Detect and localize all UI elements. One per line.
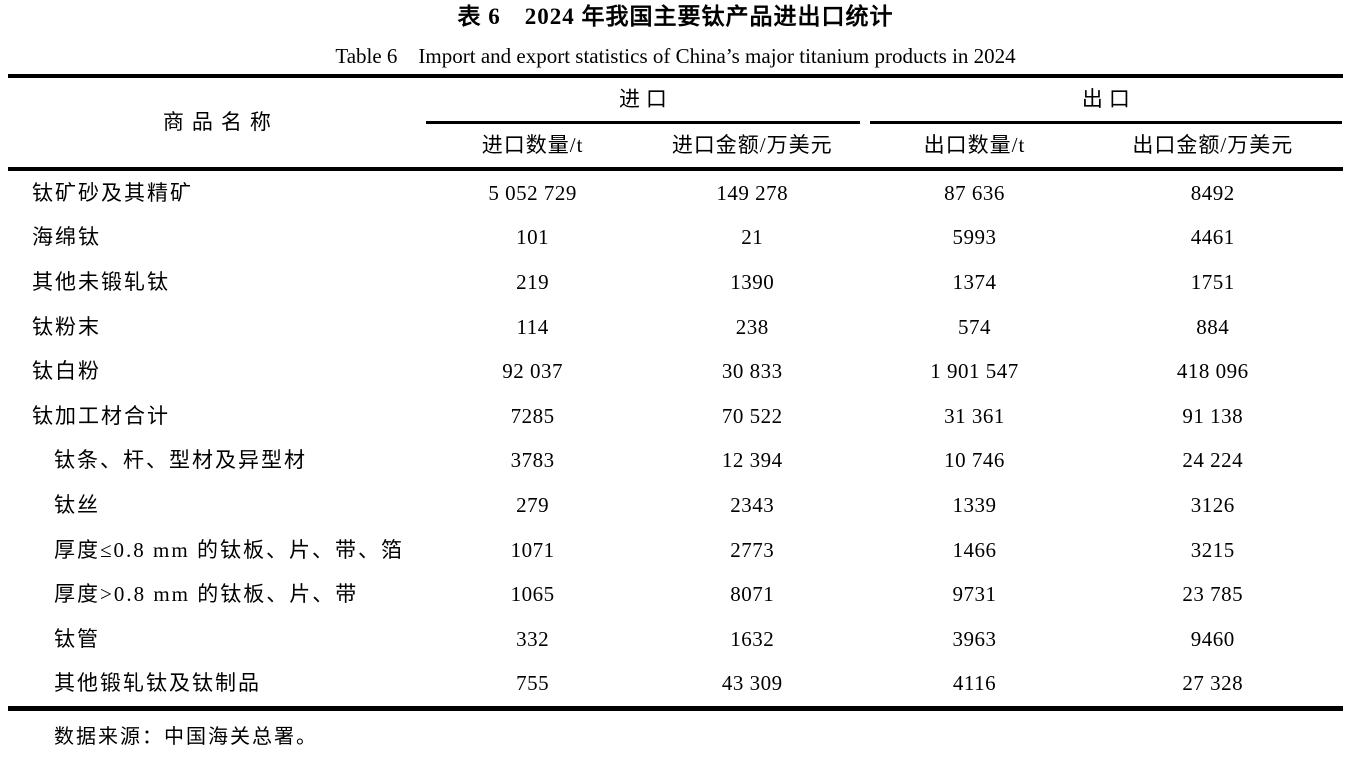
value-cell: 238 bbox=[735, 314, 769, 339]
product-name-cell: 其他锻轧钛及钛制品 bbox=[54, 671, 261, 696]
data-source-note: 数据来源：中国海关总署。 bbox=[54, 726, 318, 749]
value-cell: 5 052 729 bbox=[488, 180, 577, 205]
value-cell: 4116 bbox=[952, 671, 997, 696]
value-cell: 3963 bbox=[952, 626, 997, 651]
value-cell: 10 746 bbox=[944, 448, 1005, 473]
product-name-cell: 其他未锻轧钛 bbox=[32, 269, 170, 294]
product-name-cell: 厚度>0.8 mm 的钛板、片、带 bbox=[54, 582, 359, 607]
value-cell: 12 394 bbox=[721, 448, 783, 473]
value-cell: 87 636 bbox=[944, 180, 1005, 205]
value-cell: 1466 bbox=[952, 537, 997, 562]
header-import-value: 进口金额/万美元 bbox=[671, 133, 833, 157]
value-cell: 1390 bbox=[730, 269, 775, 294]
value-cell: 1071 bbox=[510, 537, 555, 562]
table-body: 钛矿砂及其精矿 5 052 729 149 278 87 636 8492 海绵钛 101 2… bbox=[8, 171, 1343, 712]
product-name-cell: 厚度≤0.8 mm 的钛板、片、带、箔 bbox=[54, 537, 404, 562]
product-name-cell: 钛条、杆、型材及异型材 bbox=[54, 448, 307, 473]
value-cell: 92 037 bbox=[502, 359, 564, 384]
header-export-quantity: 出口数量/t bbox=[923, 133, 1026, 157]
table-header: 商品名称 进口 出口 进口数量/t 进口金额/万美元 出口数量/t 出口金额/万… bbox=[8, 74, 1343, 171]
product-name-cell: 钛加工材合计 bbox=[32, 403, 170, 428]
value-cell: 884 bbox=[1196, 314, 1230, 339]
product-name-cell: 钛白粉 bbox=[32, 359, 101, 384]
value-cell: 418 096 bbox=[1176, 359, 1249, 384]
value-cell: 8071 bbox=[730, 582, 775, 607]
product-name-cell: 海绵钛 bbox=[32, 225, 101, 250]
value-cell: 21 bbox=[741, 225, 764, 250]
value-cell: 101 bbox=[516, 225, 550, 250]
value-cell: 43 309 bbox=[721, 671, 783, 696]
value-cell: 3215 bbox=[1190, 537, 1235, 562]
value-cell: 114 bbox=[516, 314, 549, 339]
product-name-cell: 钛粉末 bbox=[32, 314, 101, 339]
table-title-chinese: 表 6 2024 年我国主要钛产品进出口统计 bbox=[457, 4, 894, 29]
value-cell: 332 bbox=[516, 626, 550, 651]
value-cell: 149 278 bbox=[716, 180, 789, 205]
value-cell: 5993 bbox=[952, 225, 997, 250]
value-cell: 3783 bbox=[510, 448, 555, 473]
value-cell: 1 901 547 bbox=[930, 359, 1019, 384]
value-cell: 23 785 bbox=[1182, 582, 1244, 607]
value-cell: 2343 bbox=[730, 492, 775, 517]
value-cell: 1339 bbox=[952, 492, 997, 517]
value-cell: 755 bbox=[516, 671, 550, 696]
value-cell: 8492 bbox=[1190, 180, 1235, 205]
value-cell: 1065 bbox=[510, 582, 555, 607]
product-name-cell: 钛管 bbox=[54, 626, 100, 651]
value-cell: 31 361 bbox=[944, 403, 1005, 428]
value-cell: 30 833 bbox=[721, 359, 783, 384]
product-name-cell: 钛丝 bbox=[54, 492, 100, 517]
header-import-quantity: 进口数量/t bbox=[481, 133, 584, 157]
value-cell: 2773 bbox=[730, 537, 775, 562]
value-cell: 219 bbox=[516, 269, 550, 294]
value-cell: 1632 bbox=[730, 626, 775, 651]
value-cell: 1751 bbox=[1190, 269, 1235, 294]
value-cell: 70 522 bbox=[721, 403, 783, 428]
header-group-import: 进口 bbox=[425, 78, 861, 124]
value-cell: 9460 bbox=[1190, 626, 1235, 651]
value-cell: 4461 bbox=[1190, 225, 1235, 250]
value-cell: 9731 bbox=[952, 582, 997, 607]
value-cell: 279 bbox=[516, 492, 550, 517]
value-cell: 24 224 bbox=[1182, 448, 1244, 473]
value-cell: 91 138 bbox=[1182, 403, 1244, 428]
value-cell: 1374 bbox=[952, 269, 997, 294]
value-cell: 7285 bbox=[510, 403, 555, 428]
table-title-english: Table 6 Import and export statistics of … bbox=[335, 44, 1016, 68]
value-cell: 27 328 bbox=[1182, 671, 1244, 696]
header-export-value: 出口金额/万美元 bbox=[1132, 133, 1294, 157]
value-cell: 3126 bbox=[1190, 492, 1235, 517]
product-name-cell: 钛矿砂及其精矿 bbox=[32, 180, 193, 205]
import-export-table: 商品名称 进口 出口 进口数量/t 进口金额/万美元 出口数量/t 出口金额/万… bbox=[8, 74, 1343, 712]
header-product-name: 商品名称 bbox=[162, 110, 279, 134]
value-cell: 574 bbox=[958, 314, 992, 339]
header-group-export: 出口 bbox=[870, 78, 1342, 124]
